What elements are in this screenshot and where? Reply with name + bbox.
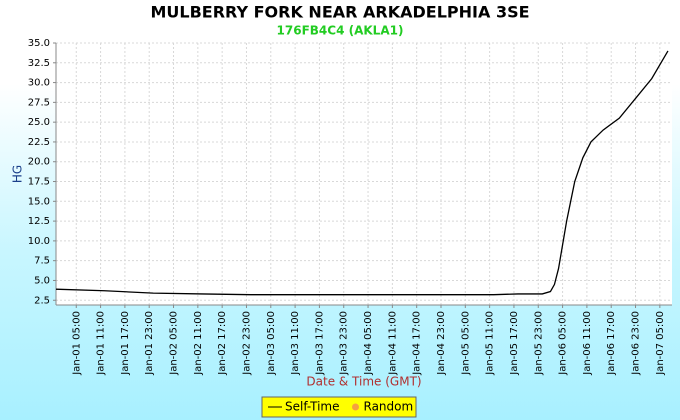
x-tick-label: Jan-04 05:00 <box>363 311 374 376</box>
x-tick-label: Jan-02 23:00 <box>241 311 252 376</box>
x-tick-label: Jan-05 23:00 <box>533 311 544 376</box>
legend-marker <box>352 403 359 411</box>
legend-label: Random <box>364 400 414 414</box>
y-tick-label: 17.5 <box>28 177 50 188</box>
y-tick-label: 10.0 <box>28 236 50 247</box>
x-tick-label: Jan-04 23:00 <box>436 311 447 376</box>
legend-label: Self-Time <box>285 400 340 414</box>
x-tick-label: Jan-03 05:00 <box>266 311 277 376</box>
y-tick-label: 27.5 <box>28 97 50 108</box>
y-tick-label: 32.5 <box>28 58 50 69</box>
x-tick-label: Jan-02 05:00 <box>169 311 180 376</box>
x-tick-label: Jan-06 11:00 <box>582 311 593 376</box>
x-tick-label: Jan-07 05:00 <box>655 311 666 376</box>
x-tick-label: Jan-06 17:00 <box>606 311 617 376</box>
y-tick-label: 20.0 <box>28 157 50 168</box>
y-tick-label: 25.0 <box>28 117 50 128</box>
x-tick-label: Jan-05 11:00 <box>485 311 496 376</box>
x-tick-label: Jan-01 17:00 <box>120 311 131 376</box>
y-tick-label: 30.0 <box>28 78 50 89</box>
x-tick-label: Jan-01 11:00 <box>96 311 107 376</box>
x-axis-label: Date & Time (GMT) <box>306 375 421 389</box>
chart-subtitle: 176FB4C4 (AKLA1) <box>277 24 404 38</box>
data-line <box>55 50 669 296</box>
legend <box>261 396 417 418</box>
x-tick-label: Jan-05 05:00 <box>460 311 471 376</box>
x-tick-label: Jan-03 17:00 <box>314 311 325 376</box>
x-tick-label: Jan-06 05:00 <box>558 311 569 376</box>
x-tick-label: Jan-03 11:00 <box>290 311 301 376</box>
x-tick-label: Jan-01 05:00 <box>71 311 82 376</box>
y-axis-label: HG <box>11 165 25 183</box>
y-tick-label: 15.0 <box>28 196 50 207</box>
x-tick-label: Jan-04 17:00 <box>412 311 423 376</box>
y-tick-label: 22.5 <box>28 137 50 148</box>
y-tick-label: 12.5 <box>28 216 50 227</box>
y-tick-label: 7.5 <box>34 256 50 267</box>
y-tick-label: 5.0 <box>34 275 50 286</box>
x-tick-label: Jan-04 11:00 <box>387 311 398 376</box>
plot-area <box>56 43 672 305</box>
x-tick-label: Jan-02 11:00 <box>193 311 204 376</box>
x-tick-label: Jan-06 23:00 <box>631 311 642 376</box>
x-tick-label: Jan-01 23:00 <box>144 311 155 376</box>
chart-title: MULBERRY FORK NEAR ARKADELPHIA 3SE <box>150 3 529 22</box>
x-tick-label: Jan-05 17:00 <box>509 311 520 376</box>
y-tick-label: 2.5 <box>34 295 50 306</box>
x-tick-label: Jan-02 17:00 <box>217 311 228 376</box>
y-tick-label: 35.0 <box>28 38 50 49</box>
x-tick-label: Jan-03 23:00 <box>339 311 350 376</box>
